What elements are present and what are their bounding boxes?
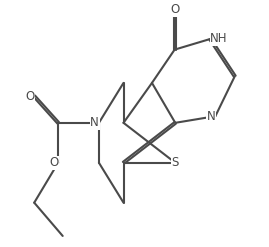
Text: S: S xyxy=(172,156,179,169)
Text: O: O xyxy=(170,3,179,16)
Text: O: O xyxy=(49,156,58,169)
Text: N: N xyxy=(207,110,215,123)
Text: NH: NH xyxy=(210,33,228,45)
Text: N: N xyxy=(90,116,99,129)
Text: O: O xyxy=(25,90,34,103)
